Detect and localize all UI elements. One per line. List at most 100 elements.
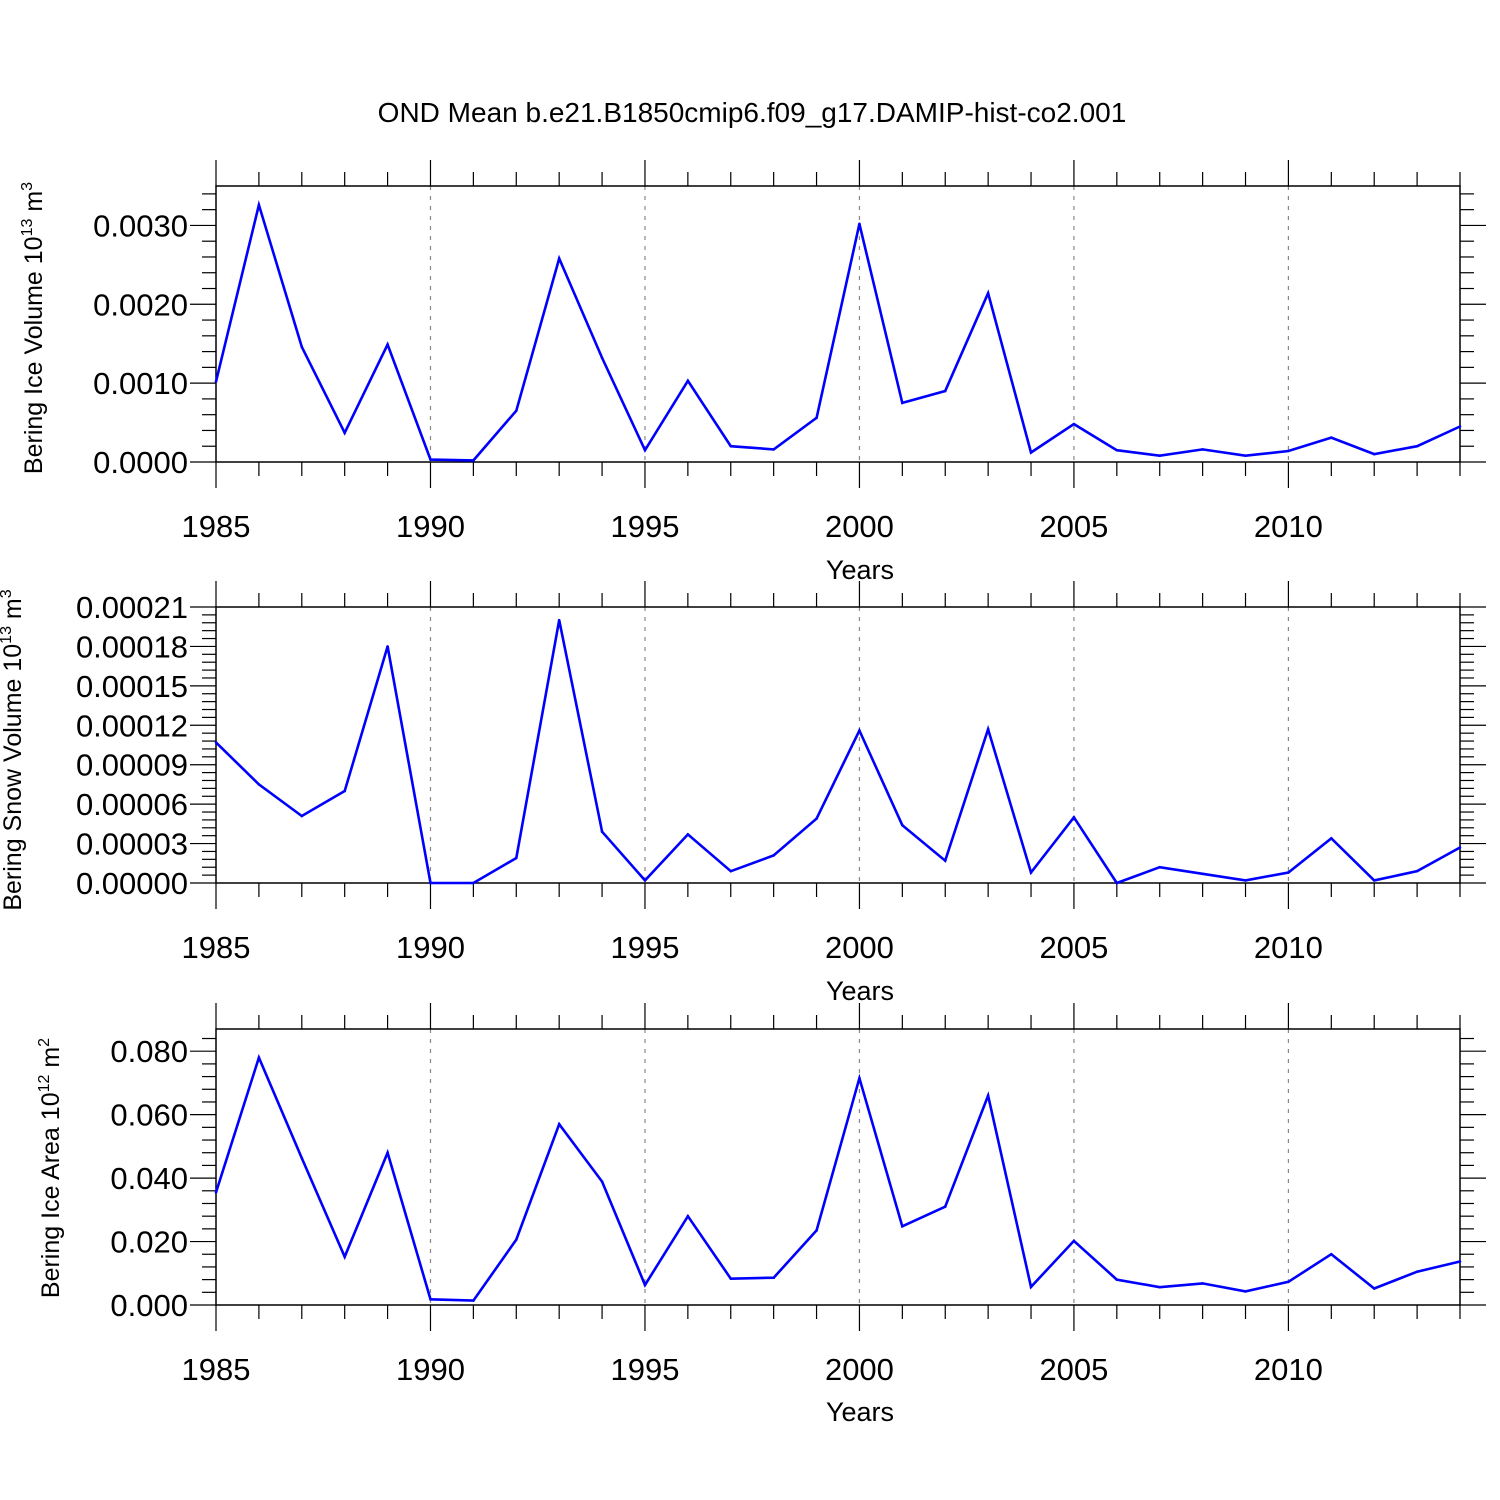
panel-1: 1985 1990 1995 2000 2005 2010 0.0000 0.0010 0.00…: [19, 160, 1486, 585]
plot-frame: [215, 185, 1461, 463]
data-point: [1072, 1239, 1076, 1243]
data-point: [815, 416, 818, 420]
y-tick-label: 0.080: [110, 1034, 188, 1069]
data-point: [1158, 865, 1162, 869]
data-point: [1115, 1278, 1119, 1281]
data-point: [1201, 448, 1204, 451]
data-point: [1158, 1285, 1162, 1289]
x-tick-label: 2005: [1039, 1352, 1108, 1387]
x-tick-label: 2010: [1254, 930, 1323, 965]
y-axis-label-unit: m: [20, 191, 48, 219]
y-axis-label-unit: m: [37, 1047, 65, 1075]
y-axis-label: Bering Ice Volume 1013 m3: [19, 182, 48, 474]
data-point: [1072, 422, 1076, 426]
data-point: [772, 854, 775, 857]
data-point: [1330, 1252, 1333, 1256]
plot-frame: [215, 1028, 1461, 1306]
y-tick-label: 0.000: [110, 1288, 188, 1323]
x-tick-label: 1995: [610, 509, 679, 544]
data-point: [815, 817, 818, 820]
data-point: [1287, 871, 1290, 874]
data-point: [643, 879, 647, 882]
panels: 1985 1990 1995 2000 2005 2010 0.0000 0.0010 0.00…: [0, 160, 1486, 1427]
data-point: [300, 1156, 304, 1160]
data-point: [1372, 1287, 1376, 1290]
data-point: [943, 1205, 947, 1208]
y-tick-label: 0.00003: [76, 827, 188, 862]
x-tick-label: 2005: [1039, 509, 1108, 544]
data-point: [1029, 1285, 1033, 1289]
data-point: [343, 431, 346, 435]
data-point: [943, 389, 947, 393]
data-point: [429, 881, 432, 885]
data-point: [643, 448, 647, 452]
y-tick-label: 0.040: [110, 1161, 188, 1196]
y-axis-label: Bering Snow Volume 1013 m3: [0, 589, 27, 910]
x-axis-label: Years: [826, 976, 894, 1006]
y-axis-label-exp: 13: [0, 626, 15, 644]
x-tick-label: 1995: [610, 930, 679, 965]
data-point: [1029, 871, 1033, 874]
y-axis-label-unit_exp: 2: [36, 1038, 53, 1047]
data-point: [429, 1297, 432, 1301]
data-point: [557, 1122, 561, 1126]
data-point: [858, 222, 861, 226]
data-point: [686, 379, 690, 383]
data-point: [214, 380, 218, 383]
y-tick-label: 0.00009: [76, 748, 188, 783]
x-tick-label: 2005: [1039, 930, 1108, 965]
data-point: [1458, 425, 1462, 428]
data-point: [472, 881, 475, 885]
x-tick-label: 2000: [825, 1352, 894, 1387]
data-point: [986, 291, 990, 295]
data-point: [1372, 452, 1376, 456]
data-point: [214, 1191, 218, 1194]
data-point: [300, 345, 304, 349]
data-point: [686, 833, 690, 836]
data-point: [214, 741, 218, 744]
y-tick-label: 0.0030: [93, 208, 188, 243]
data-point: [1287, 1280, 1290, 1284]
data-point: [1158, 454, 1162, 457]
data-point: [815, 1229, 818, 1232]
data-point: [729, 1277, 733, 1280]
data-point: [1115, 448, 1119, 452]
y-axis-label: Bering Ice Area 1012 m2: [36, 1038, 65, 1298]
x-tick-label: 1995: [610, 1352, 679, 1387]
x-tick-label: 2010: [1254, 509, 1323, 544]
data-point: [1244, 454, 1247, 457]
data-point: [858, 729, 861, 732]
data-point: [986, 727, 990, 731]
data-point: [472, 1299, 475, 1302]
x-tick-label: 1985: [182, 509, 251, 544]
data-point: [1244, 1290, 1247, 1293]
x-tick-label: 2000: [825, 509, 894, 544]
data-point: [1415, 444, 1419, 448]
series-line: [215, 619, 1461, 885]
y-tick-label: 0.00006: [76, 787, 188, 822]
data-point: [729, 444, 733, 448]
y-tick-label: 0.00018: [76, 629, 188, 664]
x-axis-label: Years: [826, 555, 894, 585]
y-tick-label: 0.060: [110, 1098, 188, 1133]
x-tick-label: 1990: [396, 930, 465, 965]
y-axis-label-base: Bering Ice Area 10: [37, 1092, 65, 1298]
y-axis-label-unit_exp: 3: [0, 589, 15, 598]
y-axis-label-base: Bering Snow Volume 10: [0, 644, 27, 911]
data-point: [901, 823, 904, 827]
plot-frame: [215, 606, 1461, 884]
data-point: [1115, 881, 1119, 885]
y-tick-label: 0.00012: [76, 708, 188, 743]
data-point: [600, 830, 604, 834]
data-point: [901, 401, 904, 405]
data-point: [429, 458, 432, 461]
y-tick-label: 0.0000: [93, 445, 188, 480]
data-point: [1201, 1282, 1204, 1285]
data-point: [514, 409, 518, 413]
data-point: [557, 257, 561, 260]
data-point: [1458, 846, 1462, 849]
data-point: [343, 1255, 346, 1259]
panel-2: 1985 1990 1995 2000 2005 2010 0.00000 0.00003 0.…: [0, 581, 1486, 1006]
panel-3: 1985 1990 1995 2000 2005 2010 0.000 0.020 0.040 0…: [36, 1003, 1486, 1427]
data-point: [901, 1225, 904, 1228]
